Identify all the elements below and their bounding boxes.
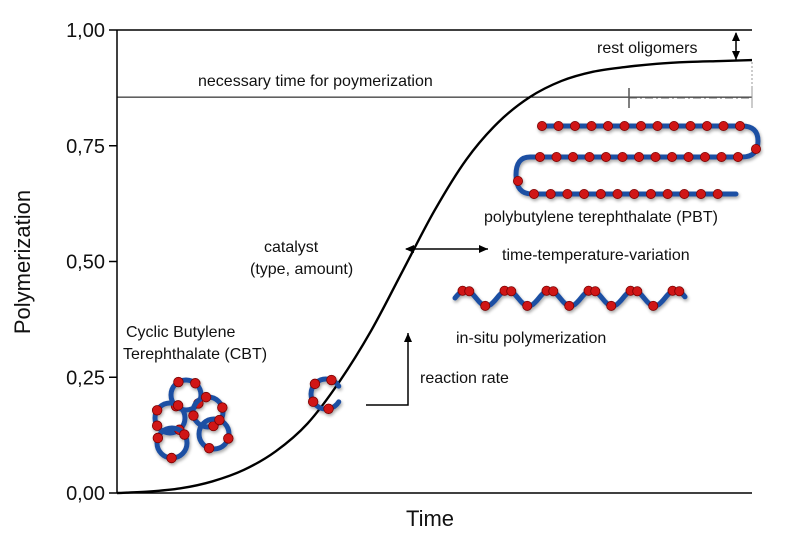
chain-bead [700,151,711,162]
y-ticks: 0,00 0,25 0,50 0,75 1,00 [66,20,117,505]
chain-bead [562,188,573,199]
chain-bead [634,151,645,162]
chain-bead [579,188,590,199]
chain-bead [667,151,678,162]
chain-bead [513,175,524,186]
chain-bead [669,121,680,132]
chain-bead [733,151,744,162]
chain-bead [188,410,199,421]
pbt-label: polybutylene terephthalate (PBT) [484,209,718,226]
cbt-ring [196,414,234,454]
cbt-ring [307,374,342,414]
y-tick-label: 0,25 [66,367,105,389]
chain-bead [326,374,337,386]
chain-bead [601,151,612,162]
chain-bead [679,188,690,199]
pbt-chain [513,121,762,199]
insitu-label: in-situ polymerization [456,330,606,347]
chain-bead [584,151,595,162]
cbt-label-line2: Terephthalate (CBT) [123,346,267,363]
chain-bead [190,378,201,389]
chain-bead [590,286,601,297]
chain-bead [506,286,517,297]
chain-bead [480,300,491,311]
reaction-rate-arrow [366,333,412,406]
chain-bead [537,121,548,132]
chain-bead [696,188,707,199]
chain-bead [564,300,575,311]
y-tick-label: 0,75 [66,136,105,158]
chain-bead [617,151,628,162]
chain-bead [203,442,215,454]
chain-bead [151,420,163,431]
cbt-rings [151,374,342,464]
chain-bead [606,300,617,311]
chain-bead [529,188,540,199]
chain-bead [685,121,696,132]
chain-bead [648,300,659,311]
time-temperature-label: time-temperature-variation [502,247,690,264]
chain-bead [619,121,630,132]
chain-bead [166,452,177,464]
chain-bead [152,432,164,444]
chain-bead [612,188,623,199]
cbt-ring [188,391,228,432]
rest-oligomers-label: rest oligomers [597,40,697,57]
x-axis-title: Time [406,506,454,531]
chain-bead [323,403,334,414]
y-tick-label: 0,50 [66,252,105,274]
chain-bead [718,121,729,132]
chain-bead [645,188,656,199]
chain-bead [568,151,579,162]
chain-bead [716,151,727,162]
chain-bead [217,402,228,413]
chain-bead [200,391,212,403]
cbt-label-line1: Cyclic Butylene [126,324,235,341]
chain-bead [214,414,225,426]
y-tick-label: 1,00 [66,20,105,42]
chain-bead [683,151,694,162]
catalyst-label-line2: (type, amount) [250,261,353,278]
chain-bead [553,121,564,132]
chain-bead [551,151,562,162]
chain-bead [535,151,546,162]
catalyst-label-line1: catalyst [264,239,319,256]
chain-bead [307,396,319,407]
chain-bead [172,400,184,411]
series-line [116,58,753,495]
chain-bead [179,429,190,440]
chain-bead [712,188,723,199]
chain-bead [650,151,661,162]
chain-bead [702,121,713,132]
y-axis-title: Polymerization [10,190,35,334]
chain-bead [223,433,234,444]
chain-bead [674,286,685,297]
chain-bead [548,286,559,297]
chain-bead [636,121,647,132]
chain-bead [595,188,606,199]
chain-bead [309,378,321,390]
chain-bead [652,121,663,132]
y-tick-label: 0,00 [66,483,105,505]
chain-bead [522,300,533,311]
necessary-time-label: necessary time for poymerization [198,73,433,90]
chain-bead [603,121,614,132]
chain-bead [570,121,581,132]
chain-bead [151,405,163,416]
chain-bead [545,188,556,199]
chain-bead [464,286,475,297]
reaction-rate-label: reaction rate [420,370,509,387]
chain-bead [632,286,643,297]
cbt-ring [152,425,190,464]
cbt-ring [151,400,188,436]
chain-bead [751,143,762,154]
chain-bead [586,121,597,132]
chain-bead [735,121,746,132]
chain-bead [629,188,640,199]
chain-bead [173,376,184,388]
chain-bead [662,188,673,199]
reference-lines [117,29,752,98]
insitu-chain [452,285,688,311]
